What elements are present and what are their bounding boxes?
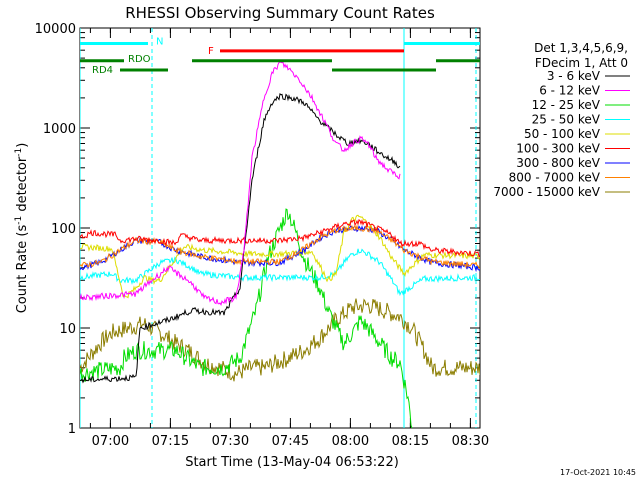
x-tick-label: 07:45 [272, 434, 309, 449]
state-bar-label: N [156, 36, 163, 47]
y-axis-label: Count Rate (s-1 detector-1) [14, 143, 30, 314]
legend-entry-label: 300 - 800 keV [516, 156, 600, 170]
y-axis-label-part: -1 [14, 216, 24, 225]
state-bar-label: F [208, 46, 214, 57]
x-tick-label: 08:00 [332, 434, 369, 449]
series-line [80, 61, 401, 306]
legend-entry-label: 7000 - 15000 keV [493, 185, 600, 199]
legend-entry-label: 12 - 25 keV [532, 98, 601, 112]
series-line [80, 298, 480, 382]
legend-entry-label: 50 - 100 keV [524, 127, 601, 141]
y-tick-label: 1 [68, 422, 76, 437]
footer-date: 17-Oct-2021 10:45 [560, 468, 636, 477]
series-line [80, 218, 480, 258]
legend-entry-label: 800 - 7000 keV [509, 171, 601, 185]
y-axis-label-part: ) [15, 143, 30, 148]
y-axis-label-part: Count Rate (s [15, 225, 30, 314]
series-line [80, 248, 480, 297]
legend-entry-label: 3 - 6 keV [547, 69, 601, 83]
plot-area [80, 28, 480, 428]
x-axis-label: Start Time (13-May-04 06:53:22) [185, 455, 399, 470]
y-tick-label: 1000 [43, 122, 76, 137]
legend-entry-label: 25 - 50 keV [532, 113, 601, 127]
x-tick-label: 08:15 [392, 434, 429, 449]
y-tick-label: 10000 [35, 22, 76, 37]
x-tick-label: 07:15 [152, 434, 189, 449]
series-line [80, 224, 480, 269]
chart-title: RHESSI Observing Summary Count Rates [125, 4, 435, 22]
series-line [80, 214, 480, 299]
series-line [80, 92, 401, 384]
legend-entry-label: 100 - 300 keV [516, 142, 600, 156]
x-tick-label: 07:30 [212, 434, 249, 449]
series-line [80, 225, 480, 273]
y-tick-label: 10 [59, 322, 76, 337]
y-tick-label: 100 [51, 222, 76, 237]
state-bar-label: RD4 [92, 65, 113, 76]
x-tick-label: 08:30 [452, 434, 489, 449]
legend-entry-label: 6 - 12 keV [539, 84, 601, 98]
series-line [80, 208, 413, 428]
legend-header: FDecim 1, Att 0 [535, 56, 628, 70]
y-axis-label-part: detector [15, 156, 30, 216]
x-tick-label: 07:00 [92, 434, 129, 449]
legend-header: Det 1,3,4,5,6,9, [534, 41, 628, 55]
state-bar-label: RDO [128, 54, 151, 65]
y-axis-label-part: -1 [14, 148, 24, 157]
